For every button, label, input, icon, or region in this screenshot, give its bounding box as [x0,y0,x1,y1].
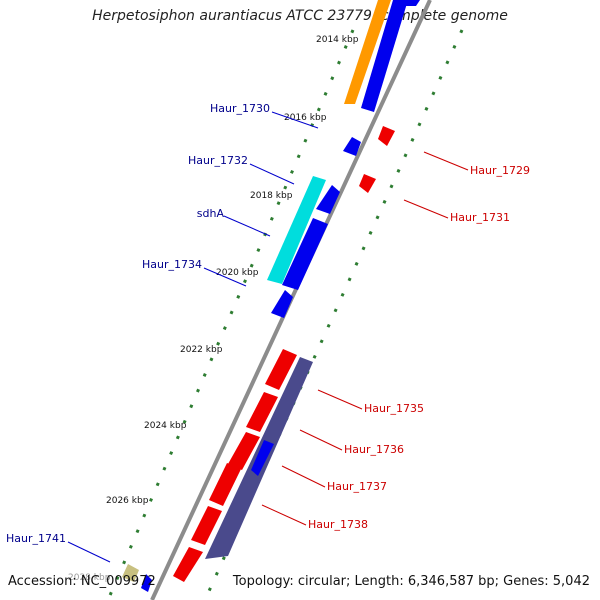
forward-cds-1741 [141,574,152,592]
forward-cds-1734 [271,290,293,318]
tick-2018: 2018 kbp [250,191,293,201]
tick-2014: 2014 kbp [316,35,359,45]
label-haur-1730: Haur_1730 [210,102,270,115]
label-haur-1729: Haur_1729 [470,164,530,177]
reverse-cds-1736 [228,432,260,470]
tick-2020: 2020 kbp [216,268,259,278]
reverse-labels: Haur_1729 Haur_1731 Haur_1735 Haur_1736 … [308,164,530,531]
reverse-cds-1729 [378,126,395,146]
cyan-feature [267,176,326,284]
forward-labels: Haur_1730 Haur_1732 sdhA Haur_1734 Haur_… [6,102,270,545]
forward-label-lines [67,111,319,563]
reverse-cds-1735a [265,349,297,390]
tick-2026: 2026 kbp [106,496,149,506]
label-haur-1736: Haur_1736 [344,443,404,456]
label-haur-1737: Haur_1737 [327,480,387,493]
forward-features [122,0,420,592]
reverse-cds-1737 [209,463,241,506]
tick-2016: 2016 kbp [284,113,327,123]
reverse-cds-1738 [191,506,222,545]
forward-cds-1732 [316,185,340,214]
forward-cds-small [251,440,274,476]
label-haur-1735: Haur_1735 [364,402,424,415]
label-haur-1731: Haur_1731 [450,211,510,224]
tick-2022: 2022 kbp [180,345,223,355]
reverse-cds-1731 [359,174,376,193]
khaki-feature [122,564,139,582]
outer-ruler-dots [203,29,464,600]
forward-cds-long [361,0,408,112]
orange-feature [344,0,391,104]
label-haur-1741: Haur_1741 [6,532,66,545]
reverse-label-lines [261,151,469,526]
label-haur-1738: Haur_1738 [308,518,368,531]
ruler-outer [203,29,464,600]
forward-cds-1730 [343,137,361,156]
label-haur-1734: Haur_1734 [142,258,202,271]
reverse-cds-bottom [173,547,203,582]
ruler-inner [106,29,355,600]
label-haur-1732: Haur_1732 [188,154,248,167]
ruler-labels: 2014 kbp 2016 kbp 2018 kbp 2020 kbp 2022… [106,35,359,506]
forward-cds-sdhA [282,218,328,290]
label-sdha: sdhA [197,207,225,220]
topology-text: Topology: circular; Length: 6,346,587 bp… [232,574,590,589]
reverse-features [173,126,395,582]
tick-2028-partial: 2028 kbp [68,573,111,583]
inner-ruler-dots [106,29,355,600]
forward-cds-top [402,0,420,6]
reverse-cds-1735b [246,392,278,432]
accession-text: Accession: NC_009972 [8,574,156,589]
tick-2024: 2024 kbp [144,421,187,431]
